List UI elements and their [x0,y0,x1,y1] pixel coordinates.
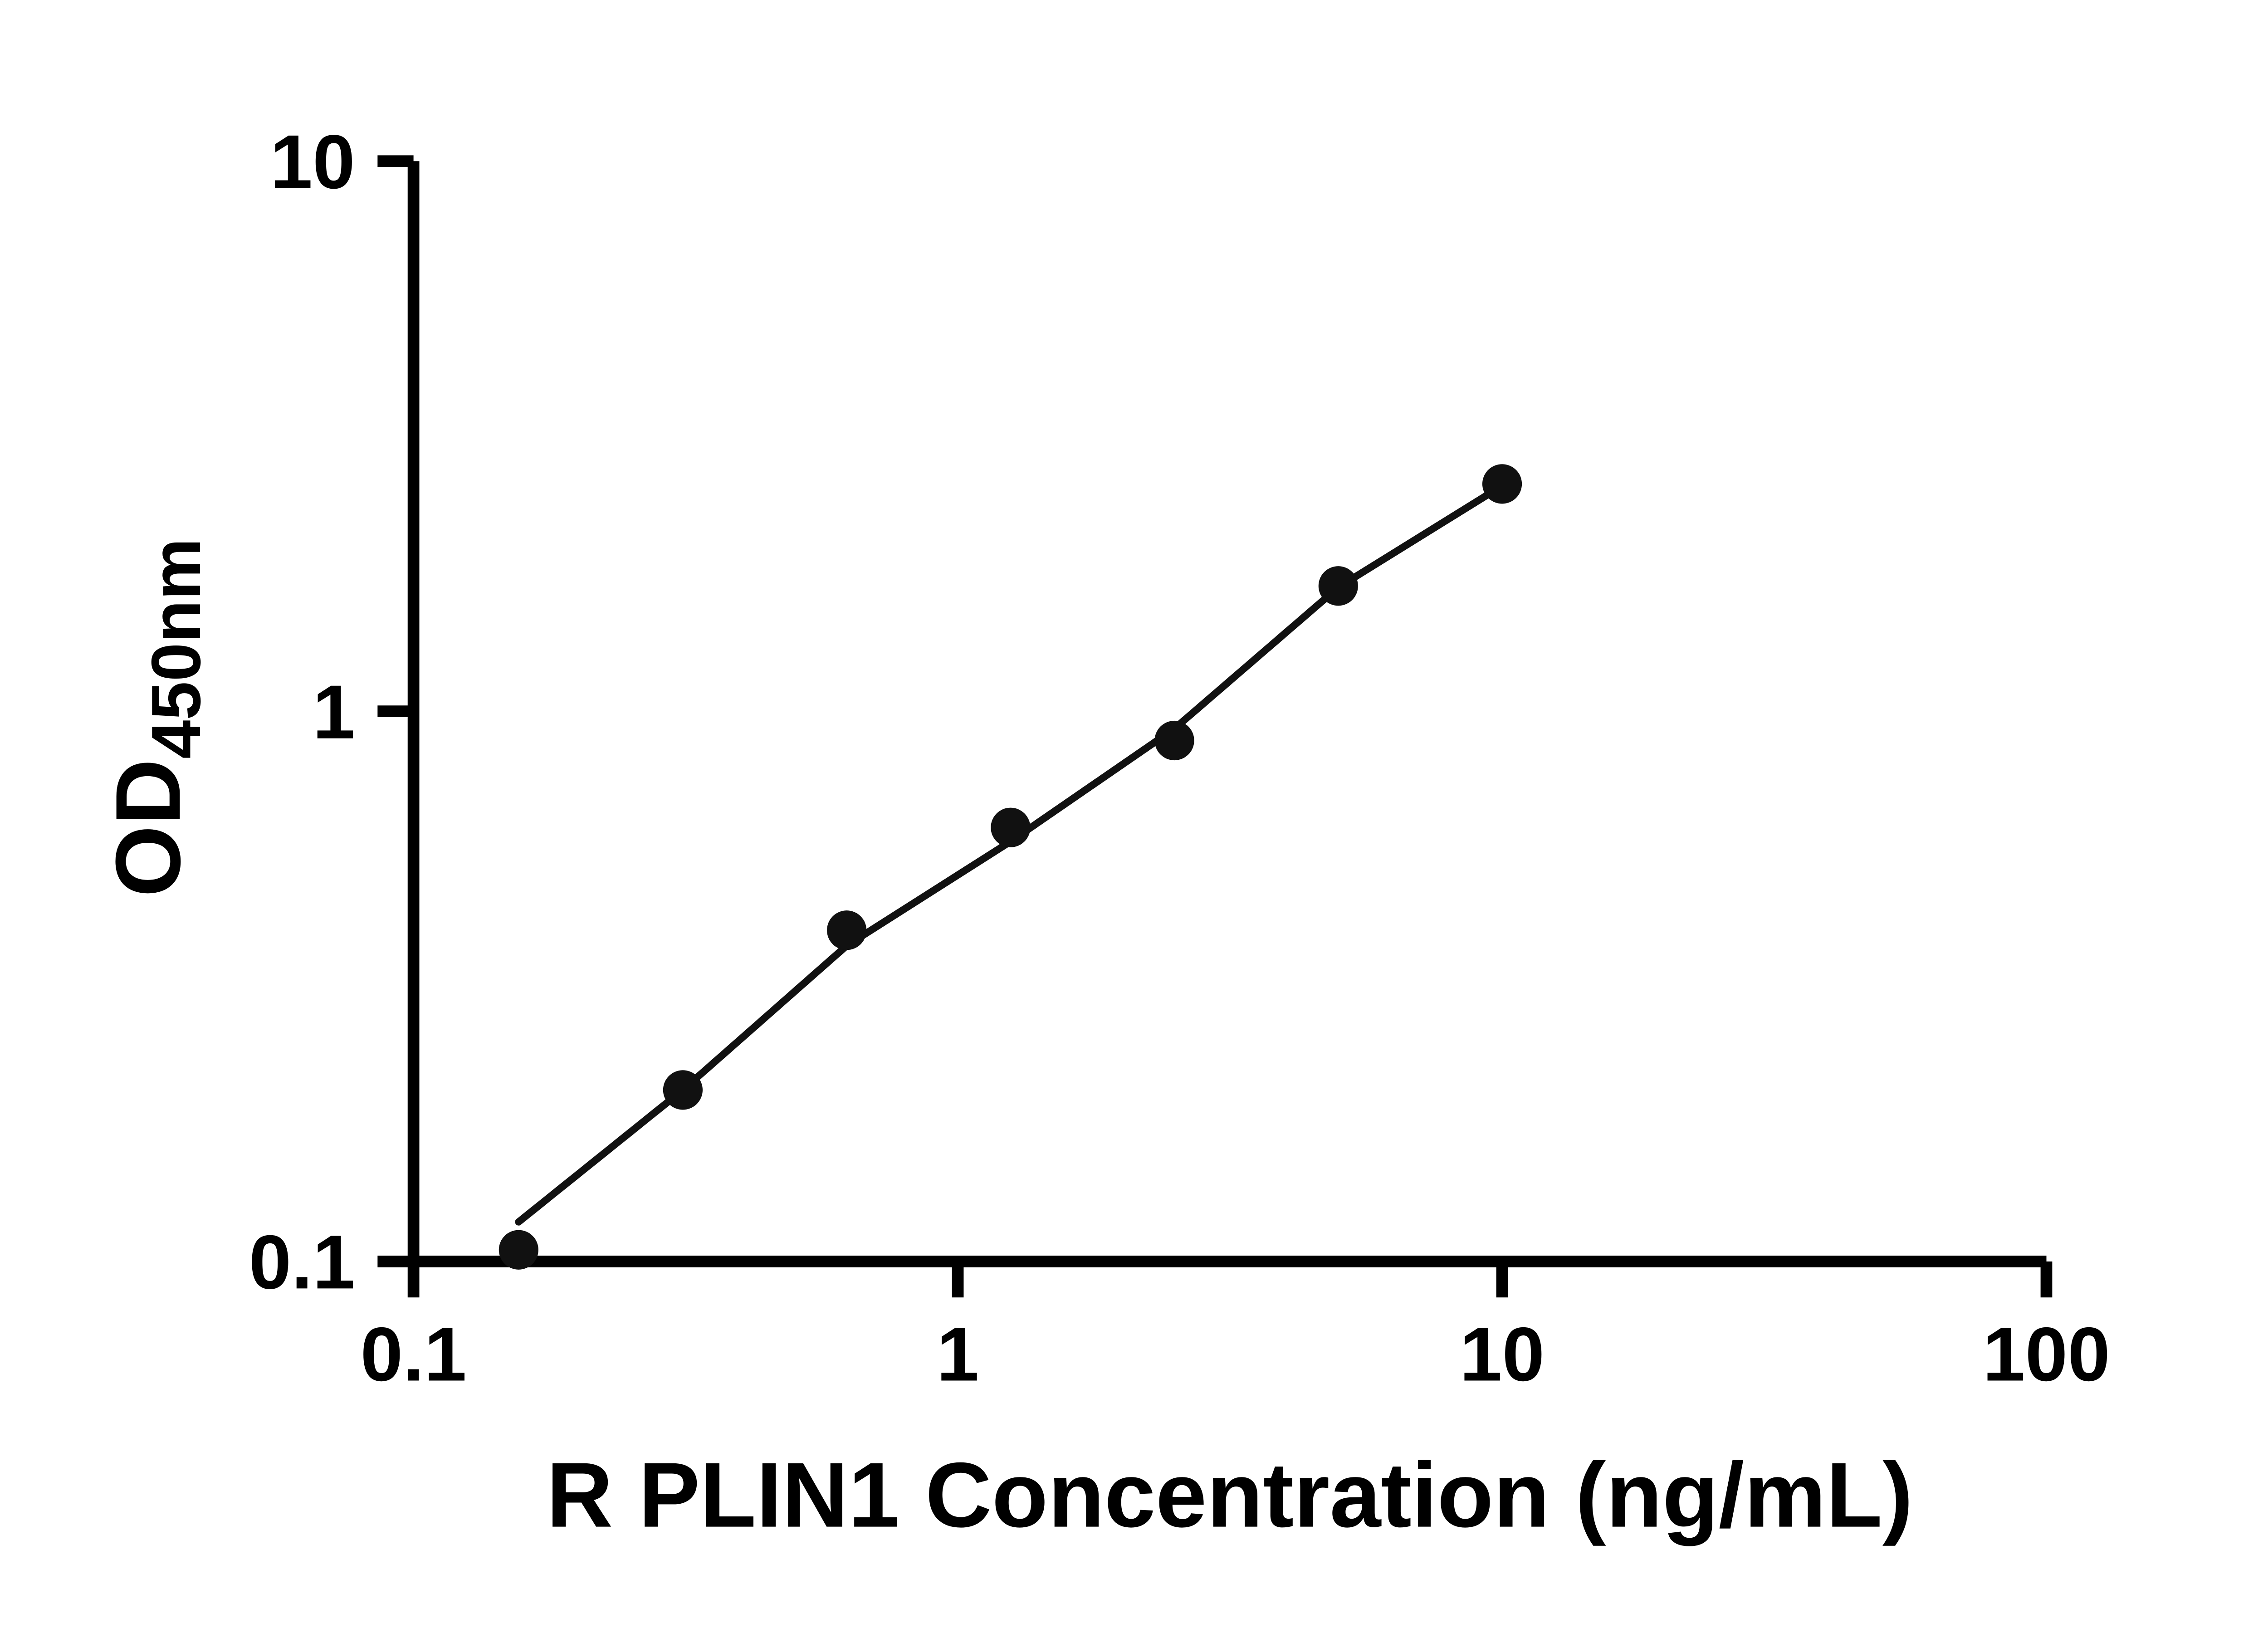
data-point [827,910,867,950]
y-axis-title-main: OD [97,759,200,897]
data-point [1154,720,1194,761]
plot-area: 0.1 1 10 100 0.1 1 10 [249,119,2110,1397]
data-point [1482,464,1522,504]
y-axis-title: OD450nm [97,538,215,897]
x-axis-title: R PLIN1 Concentration (ng/mL) [547,1444,1913,1547]
x-tick-label: 100 [1983,1312,2110,1397]
y-tick-label: 0.1 [249,1219,355,1305]
x-tick-label: 0.1 [361,1312,467,1397]
x-tick-label: 1 [937,1312,979,1397]
y-tick-label: 1 [313,670,355,755]
data-point [991,807,1031,847]
data-point [499,1230,538,1270]
y-tick-label: 10 [270,119,355,205]
y-axis-title-subscript: 450nm [137,538,215,759]
x-tick-label: 10 [1460,1312,1545,1397]
data-point [1318,566,1358,606]
data-point [663,1070,703,1110]
axis-lines [407,161,2047,1267]
